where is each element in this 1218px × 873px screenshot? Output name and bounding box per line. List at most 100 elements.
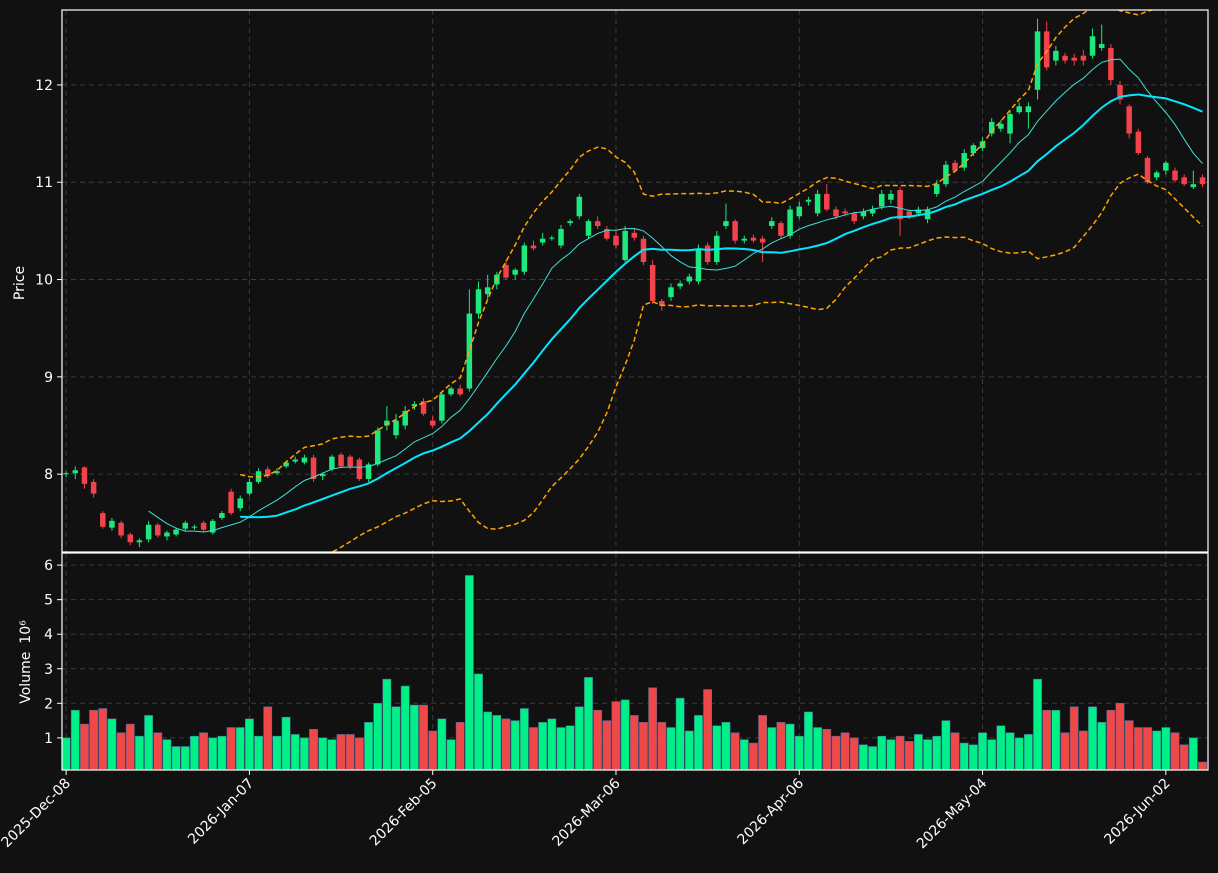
volume-bar — [345, 734, 355, 771]
volume-bar — [849, 737, 859, 771]
candle-body — [420, 401, 427, 414]
price-panel-frame — [61, 9, 1209, 553]
volume-bar — [226, 727, 236, 771]
volume-bar — [419, 704, 428, 771]
candle-body — [833, 209, 839, 217]
volume-bar — [98, 708, 108, 771]
candle-body — [787, 209, 793, 236]
candle-body — [1144, 157, 1151, 183]
volume-bar — [501, 718, 511, 771]
candle-body — [988, 121, 995, 134]
candle-body — [1016, 106, 1022, 113]
candle-body — [1043, 31, 1050, 68]
candle-body — [72, 470, 79, 474]
indicators — [148, 10, 1204, 552]
candle-body — [228, 491, 234, 514]
volume-bar — [996, 725, 1006, 771]
candle-body — [191, 526, 198, 528]
volume-bar — [61, 737, 71, 771]
candle-body — [759, 238, 766, 243]
volume-bar — [116, 732, 126, 771]
candle-body — [347, 456, 353, 467]
candle-body — [503, 264, 509, 278]
volume-bar — [950, 732, 960, 771]
volume-bar — [235, 727, 245, 771]
x-tick-label: 2026-May-04 — [914, 775, 991, 852]
volume-bar — [300, 737, 309, 771]
volume-bar — [593, 709, 603, 771]
candle-body — [457, 388, 463, 395]
volume-scale: 10⁶ — [18, 620, 34, 644]
volume-bar — [1097, 722, 1107, 771]
candle-body — [741, 238, 748, 241]
candle-body — [805, 199, 812, 202]
volume-bar — [556, 727, 566, 771]
volume-bar — [382, 678, 392, 771]
candle-body — [1098, 44, 1105, 48]
candle-body — [567, 221, 573, 224]
candle-body — [402, 410, 408, 426]
volume-bar — [1005, 732, 1015, 771]
candle-body — [429, 420, 436, 426]
volume-bar — [657, 722, 667, 771]
candle-body — [1153, 172, 1160, 178]
volume-bar — [1198, 761, 1207, 771]
candle-body — [677, 283, 683, 287]
candle-body — [1034, 31, 1041, 90]
volume-bar — [263, 706, 273, 771]
volume-bar — [785, 723, 795, 771]
candle-body — [246, 481, 253, 494]
volume-bar — [538, 722, 548, 771]
volume-bar — [1033, 678, 1042, 771]
candle-body — [310, 457, 317, 480]
volume-bar — [483, 711, 493, 771]
candle-body — [750, 237, 757, 241]
volume-bar — [437, 718, 447, 771]
volume-bar — [822, 728, 832, 771]
volume-bar — [144, 715, 153, 771]
candle-body — [1089, 36, 1096, 56]
candle-body — [851, 213, 858, 222]
candle-body — [466, 313, 473, 389]
candle-body — [512, 269, 518, 275]
volume-bar — [886, 739, 896, 771]
volume-bar — [574, 706, 584, 771]
volume-bar — [107, 718, 117, 771]
volume-bar — [1042, 709, 1052, 771]
candle-body — [210, 520, 216, 533]
y2-tick-label: 2 — [44, 696, 53, 712]
candle-body — [81, 467, 88, 484]
candle-body — [539, 238, 546, 243]
volume-bar — [684, 730, 694, 771]
volume-bar — [675, 697, 685, 771]
volume-bar — [80, 723, 89, 771]
x-tick-label: 2026-Jun-02 — [1101, 776, 1173, 848]
candle-body — [659, 300, 665, 306]
volume-bar — [611, 701, 621, 771]
volume-bar — [153, 732, 163, 771]
volume-bar — [455, 722, 465, 771]
moving-average — [148, 58, 1203, 533]
candle-body — [1190, 184, 1197, 188]
candle-body — [778, 223, 784, 236]
candle-body — [952, 162, 958, 171]
volume-bar — [923, 739, 932, 771]
candle-body — [558, 228, 564, 246]
volume-bar — [978, 732, 987, 771]
candle-body — [1108, 47, 1114, 81]
candle-body — [906, 211, 912, 217]
candle-body — [1181, 177, 1187, 185]
candle-body — [604, 228, 610, 239]
candle-body — [796, 206, 803, 217]
volume-bar — [529, 727, 538, 771]
volume-bar — [446, 739, 456, 771]
volume-bar — [1170, 732, 1180, 771]
volume-bar — [199, 732, 208, 771]
volume-bar — [217, 735, 227, 771]
volume-bar — [904, 741, 914, 771]
volume-bar — [840, 732, 850, 771]
candle-body — [155, 524, 161, 536]
candle-body — [998, 123, 1004, 129]
x-tick-label: 2026-Jan-07 — [185, 776, 257, 848]
volume-bar — [400, 685, 410, 771]
